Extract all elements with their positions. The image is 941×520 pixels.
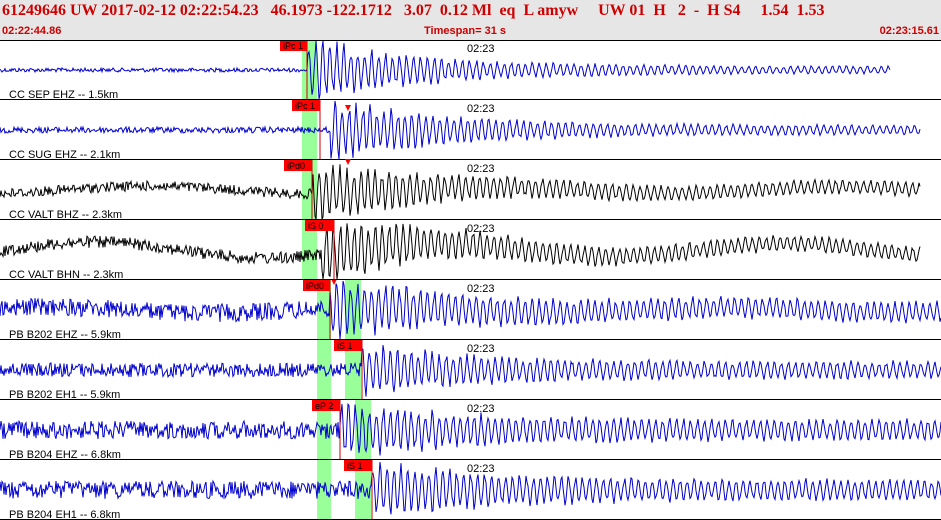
arrival-marker-icon: [331, 279, 337, 285]
time-mark: 02:23: [467, 223, 495, 235]
seismic-trace: [0, 461, 941, 515]
pick-label: iPc 1: [283, 41, 303, 51]
arrival-marker-icon: [345, 159, 351, 165]
time-mark: 02:23: [467, 103, 495, 115]
pick-label: eP 2: [315, 401, 333, 411]
time-mark: 02:23: [467, 283, 495, 295]
seismic-trace: [0, 164, 921, 221]
pick-label-box: [280, 40, 307, 51]
end-time: 02:23:15.61: [879, 25, 939, 37]
station-label: PB B204 EHZ -- 6.8km: [9, 449, 121, 461]
seismic-trace: [0, 40, 891, 100]
station-label: PB B204 EH1 -- 6.8km: [9, 509, 120, 520]
pick-label-box: [305, 220, 334, 231]
pick-window: [302, 220, 317, 280]
pick-label: iS 1: [337, 341, 353, 351]
time-mark: 02:23: [467, 43, 495, 55]
pick-label-box: [284, 160, 312, 171]
seismogram-panel[interactable]: iPc 1 02:23 CC SEP EHZ -- 1.5km iPc 1 02:23 C…: [0, 40, 941, 520]
station-label: CC SEP EHZ -- 1.5km: [9, 89, 118, 101]
pick-label: iPc 1: [295, 101, 315, 111]
pick-label-box: [344, 460, 372, 471]
seismic-trace: [0, 222, 921, 280]
pick-window: [355, 460, 371, 520]
pick-window: [317, 340, 331, 400]
station-label: CC VALT BHZ -- 2.3km: [9, 209, 122, 221]
station-label: PB B202 EHZ -- 5.9km: [9, 329, 121, 341]
pick-label-box: [303, 280, 330, 291]
pick-label-box: [292, 100, 320, 111]
event-header: 61249646 UW 2017-02-12 02:22:54.23 46.19…: [0, 0, 941, 40]
seismic-trace: [0, 402, 941, 456]
pick-label: iS 1: [347, 461, 363, 471]
seismic-trace: [0, 280, 941, 340]
pick-label-box: [312, 400, 340, 411]
time-mark: 02:23: [467, 463, 495, 475]
seismic-trace: [0, 100, 921, 160]
event-summary: 61249646 UW 2017-02-12 02:22:54.23 46.19…: [2, 2, 825, 19]
time-mark: 02:23: [467, 163, 495, 175]
time-mark: 02:23: [467, 343, 495, 355]
start-time: 02:22:44.86: [2, 25, 62, 37]
pick-label: iPd0: [306, 281, 324, 291]
seismic-trace: [0, 345, 941, 397]
station-label: CC SUG EHZ -- 2.1km: [9, 149, 120, 161]
arrival-marker-icon: [345, 105, 351, 111]
pick-label: iS 0: [308, 221, 324, 231]
timespan: Timespan= 31 s: [424, 25, 507, 37]
pick-window: [317, 400, 331, 460]
pick-label-box: [334, 340, 362, 351]
pick-window: [317, 280, 331, 340]
station-label: PB B202 EH1 -- 5.9km: [9, 389, 120, 401]
pick-window: [345, 340, 361, 400]
station-label: CC VALT BHN -- 2.3km: [9, 269, 123, 281]
time-mark: 02:23: [467, 403, 495, 415]
pick-label: iPd0: [287, 161, 305, 171]
seismogram-canvas[interactable]: iPc 1 02:23 CC SEP EHZ -- 1.5km iPc 1 02:23 C…: [0, 40, 941, 520]
